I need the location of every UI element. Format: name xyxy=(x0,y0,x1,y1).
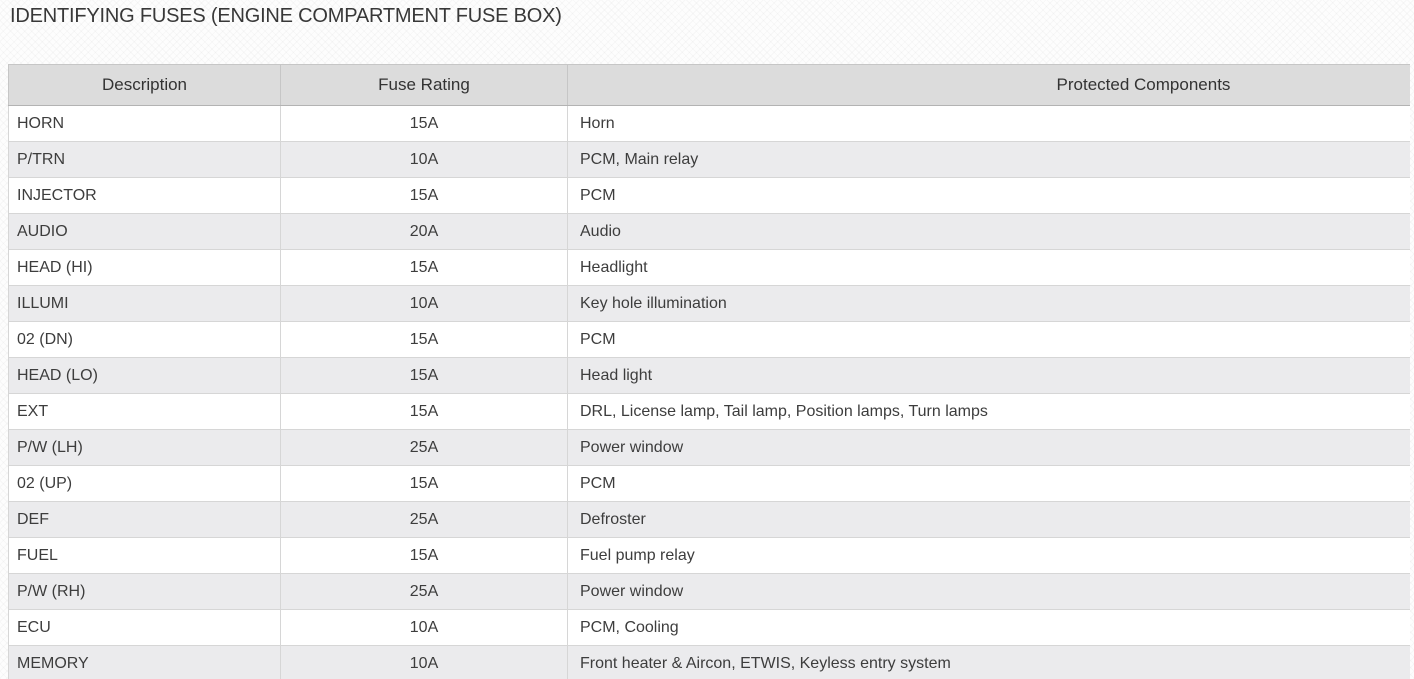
fuse-table: Description Fuse Rating Protected Compon… xyxy=(8,64,1410,679)
cell-description: MEMORY xyxy=(8,645,281,679)
table-header-row: Description Fuse Rating Protected Compon… xyxy=(8,64,1410,106)
table-row: EXT 15A DRL, License lamp, Tail lamp, Posi… xyxy=(8,393,1410,430)
cell-rating: 15A xyxy=(280,105,568,142)
cell-rating: 10A xyxy=(280,285,568,322)
cell-description: INJECTOR xyxy=(8,177,281,214)
cell-description: P/W (RH) xyxy=(8,573,281,610)
cell-description: HORN xyxy=(8,105,281,142)
table-row: HEAD (LO) 15A Head light xyxy=(8,357,1410,394)
cell-rating: 25A xyxy=(280,573,568,610)
cell-rating: 15A xyxy=(280,393,568,430)
cell-rating: 25A xyxy=(280,429,568,466)
column-header-description: Description xyxy=(8,64,281,106)
cell-components: PCM xyxy=(567,321,1410,358)
table-row: ILLUMI 10A Key hole illumination xyxy=(8,285,1410,322)
fuse-table-container: Description Fuse Rating Protected Compon… xyxy=(8,64,1410,679)
cell-description: HEAD (LO) xyxy=(8,357,281,394)
cell-rating: 25A xyxy=(280,501,568,538)
cell-components: Fuel pump relay xyxy=(567,537,1410,574)
cell-rating: 15A xyxy=(280,177,568,214)
cell-components: Power window xyxy=(567,429,1410,466)
cell-description: ILLUMI xyxy=(8,285,281,322)
cell-description: 02 (UP) xyxy=(8,465,281,502)
cell-description: 02 (DN) xyxy=(8,321,281,358)
cell-components: Key hole illumination xyxy=(567,285,1410,322)
table-row: 02 (UP) 15A PCM xyxy=(8,465,1410,502)
cell-components: PCM, Cooling xyxy=(567,609,1410,646)
cell-components: Head light xyxy=(567,357,1410,394)
page-title: IDENTIFYING FUSES (ENGINE COMPARTMENT FU… xyxy=(10,5,562,27)
table-row: 02 (DN) 15A PCM xyxy=(8,321,1410,358)
table-row: ECU 10A PCM, Cooling xyxy=(8,609,1410,646)
table-row: HEAD (HI) 15A Headlight xyxy=(8,249,1410,286)
cell-components: Front heater & Aircon, ETWIS, Keyless en… xyxy=(567,645,1410,679)
fuse-table-body: HORN 15A Horn P/TRN 10A PCM, Main relay INJECT… xyxy=(8,105,1410,679)
cell-components: Horn xyxy=(567,105,1410,142)
cell-components: PCM xyxy=(567,465,1410,502)
cell-components: PCM xyxy=(567,177,1410,214)
cell-description: AUDIO xyxy=(8,213,281,250)
cell-rating: 15A xyxy=(280,465,568,502)
cell-rating: 20A xyxy=(280,213,568,250)
table-row: DEF 25A Defroster xyxy=(8,501,1410,538)
cell-description: DEF xyxy=(8,501,281,538)
cell-components: DRL, License lamp, Tail lamp, Position l… xyxy=(567,393,1410,430)
cell-description: FUEL xyxy=(8,537,281,574)
cell-description: EXT xyxy=(8,393,281,430)
cell-components: Defroster xyxy=(567,501,1410,538)
cell-components: Power window xyxy=(567,573,1410,610)
cell-description: P/TRN xyxy=(8,141,281,178)
cell-rating: 15A xyxy=(280,321,568,358)
cell-rating: 15A xyxy=(280,537,568,574)
cell-rating: 10A xyxy=(280,645,568,679)
cell-description: P/W (LH) xyxy=(8,429,281,466)
table-row: P/TRN 10A PCM, Main relay xyxy=(8,141,1410,178)
table-row: FUEL 15A Fuel pump relay xyxy=(8,537,1410,574)
cell-rating: 10A xyxy=(280,609,568,646)
table-row: P/W (RH) 25A Power window xyxy=(8,573,1410,610)
column-header-protected-components: Protected Components xyxy=(567,64,1410,106)
cell-components: Headlight xyxy=(567,249,1410,286)
table-row: MEMORY 10A Front heater & Aircon, ETWIS, K… xyxy=(8,645,1410,679)
cell-rating: 10A xyxy=(280,141,568,178)
column-header-fuse-rating: Fuse Rating xyxy=(280,64,568,106)
cell-description: ECU xyxy=(8,609,281,646)
cell-rating: 15A xyxy=(280,357,568,394)
table-row: HORN 15A Horn xyxy=(8,105,1410,142)
cell-components: Audio xyxy=(567,213,1410,250)
cell-rating: 15A xyxy=(280,249,568,286)
cell-components: PCM, Main relay xyxy=(567,141,1410,178)
table-row: AUDIO 20A Audio xyxy=(8,213,1410,250)
table-row: P/W (LH) 25A Power window xyxy=(8,429,1410,466)
cell-description: HEAD (HI) xyxy=(8,249,281,286)
table-row: INJECTOR 15A PCM xyxy=(8,177,1410,214)
